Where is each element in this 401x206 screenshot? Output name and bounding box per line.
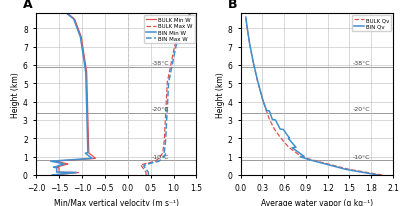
BIN Max W (165, 110, 170, 113)
BULK Qv (243, 17, 248, 19)
Line: BIN Max W: BIN Max W (144, 14, 192, 175)
BULK Min W (52, 174, 57, 176)
X-axis label: Average water vapor (g kg⁻¹): Average water vapor (g kg⁻¹) (261, 198, 373, 206)
Text: -10°C: -10°C (152, 154, 169, 159)
BIN Max W (171, 58, 176, 60)
Text: A: A (23, 0, 33, 11)
BIN Min W (83, 73, 88, 75)
BULK Min W (82, 58, 87, 60)
BIN Qv (243, 17, 248, 19)
BULK Max W (170, 58, 174, 60)
BIN Min W (85, 110, 89, 113)
BIN Max W (171, 57, 176, 60)
BULK Qv (251, 61, 255, 63)
BIN Max W (146, 174, 151, 176)
Line: BIN Qv: BIN Qv (246, 18, 378, 175)
BIN Max W (164, 122, 169, 124)
BULK Qv (254, 75, 259, 77)
Text: -38°C: -38°C (152, 61, 169, 66)
BULK Max W (163, 110, 168, 113)
Line: BULK Min W: BULK Min W (55, 14, 95, 175)
BULK Qv (298, 155, 303, 157)
BIN Max W (168, 73, 173, 75)
BIN Qv (301, 155, 306, 157)
BIN Max W (162, 154, 167, 157)
Y-axis label: Height (km): Height (km) (11, 72, 20, 118)
BULK Qv (269, 123, 274, 125)
BULK Max W (144, 174, 148, 176)
BULK Max W (158, 154, 163, 157)
BULK Qv (380, 174, 385, 176)
BULK Min W (86, 122, 91, 124)
BIN Qv (254, 75, 259, 77)
BIN Min W (65, 13, 69, 16)
X-axis label: Min/Max vertical velocity (m s⁻¹): Min/Max vertical velocity (m s⁻¹) (54, 198, 179, 206)
BULK Min W (85, 73, 89, 75)
Line: BULK Qv: BULK Qv (246, 18, 382, 175)
BULK Min W (90, 154, 95, 157)
BULK Qv (250, 60, 255, 62)
BIN Min W (86, 154, 91, 157)
BIN Min W (50, 174, 55, 176)
BULK Qv (265, 112, 269, 114)
Legend: BULK Min W, BULK Max W, BIN Min W, BIN Max W: BULK Min W, BULK Max W, BIN Min W, BIN M… (144, 16, 195, 44)
BULK Min W (85, 110, 90, 113)
BIN Qv (267, 112, 272, 114)
BULK Min W (65, 13, 70, 16)
BULK Max W (163, 122, 168, 124)
BIN Qv (375, 174, 380, 176)
Line: BIN Min W: BIN Min W (51, 14, 92, 175)
BULK Max W (170, 57, 175, 60)
Text: -10°C: -10°C (353, 154, 371, 159)
BIN Qv (275, 123, 280, 125)
BIN Min W (81, 58, 86, 60)
BIN Min W (85, 122, 89, 124)
BIN Qv (251, 61, 255, 63)
BULK Min W (82, 57, 87, 60)
BULK Max W (188, 13, 192, 16)
BULK Max W (167, 73, 172, 75)
Y-axis label: Height (km): Height (km) (216, 72, 225, 118)
Text: B: B (228, 0, 237, 11)
Legend: BULK Qv, BIN Qv: BULK Qv, BIN Qv (352, 16, 391, 32)
BIN Min W (81, 57, 86, 60)
Text: -38°C: -38°C (353, 61, 371, 66)
BIN Max W (189, 13, 194, 16)
Text: -20°C: -20°C (152, 107, 169, 112)
BIN Qv (251, 60, 255, 62)
Text: -20°C: -20°C (353, 107, 371, 112)
Line: BULK Max W: BULK Max W (141, 14, 190, 175)
